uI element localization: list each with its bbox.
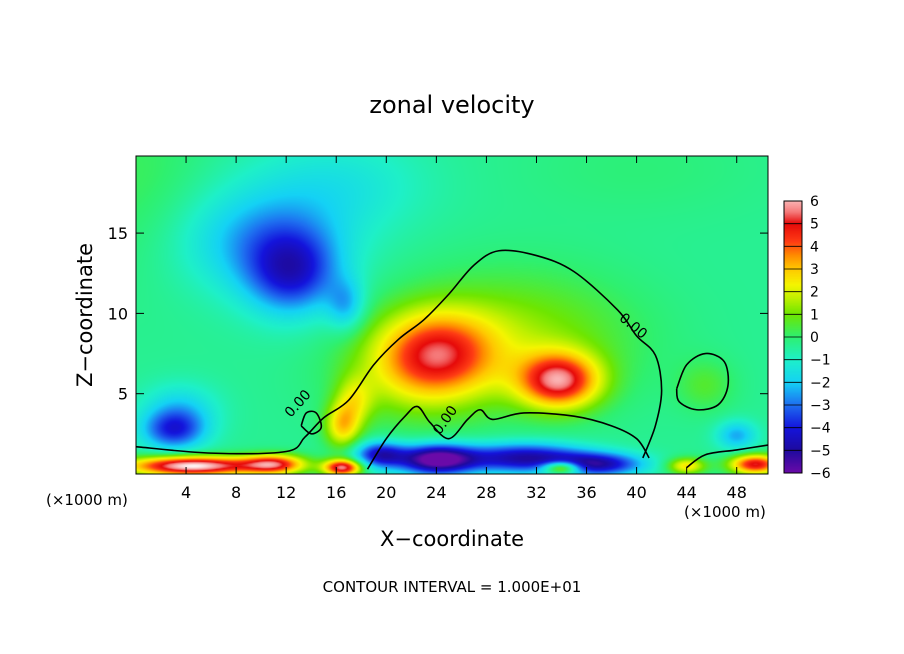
x-axis-label: X−coordinate bbox=[380, 527, 524, 551]
colorbar-ticks: 6 5 4 3 2 1 0 −1 −2 −3 −4 −5 −6 bbox=[784, 194, 831, 482]
x-units-label-right: (×1000 m) bbox=[684, 503, 766, 521]
x-tick-label: 36 bbox=[576, 483, 596, 502]
contour-line bbox=[135, 249, 663, 459]
x-axis-ticks: 4 8 12 16 20 24 28 32 36 40 44 48 bbox=[181, 156, 747, 502]
y-axis-ticks: 5 10 15 bbox=[108, 224, 768, 404]
chart-title: zonal velocity bbox=[369, 91, 534, 119]
x-tick-label: 4 bbox=[181, 483, 191, 502]
y-axis-label: Z−coordinate bbox=[73, 243, 97, 387]
colorbar-tick-label: 3 bbox=[810, 262, 819, 278]
x-units-label: (×1000 m) bbox=[46, 491, 128, 509]
colorbar-tick-label: −5 bbox=[810, 443, 831, 459]
x-tick-label: 24 bbox=[426, 483, 446, 502]
contour-line bbox=[366, 405, 650, 470]
colorbar-tick-label: −1 bbox=[810, 353, 831, 369]
plot-frame bbox=[135, 155, 769, 475]
x-tick-label: 32 bbox=[526, 483, 546, 502]
x-tick-label: 8 bbox=[231, 483, 241, 502]
x-tick-label: 16 bbox=[326, 483, 346, 502]
contour-lines bbox=[135, 249, 769, 470]
contour-interval-note: CONTOUR INTERVAL = 1.000E+01 bbox=[323, 578, 582, 596]
x-tick-label: 28 bbox=[476, 483, 496, 502]
y-tick-label: 5 bbox=[118, 385, 128, 404]
contour-line bbox=[675, 352, 730, 411]
y-tick-label: 15 bbox=[108, 224, 128, 243]
x-tick-label: 40 bbox=[626, 483, 646, 502]
colorbar-tick-label: −3 bbox=[810, 398, 831, 414]
colorbar-tick-label: −2 bbox=[810, 375, 831, 391]
colorbar-tick-label: 2 bbox=[810, 285, 819, 301]
colorbar-tick-label: 4 bbox=[810, 239, 819, 255]
colorbar-tick-label: −6 bbox=[810, 466, 831, 482]
colorbar-tick-label: 5 bbox=[810, 217, 819, 233]
contour-line bbox=[300, 410, 323, 435]
y-tick-label: 10 bbox=[108, 304, 128, 323]
x-tick-label: 12 bbox=[276, 483, 296, 502]
colorbar-tick-label: 6 bbox=[810, 194, 819, 210]
x-tick-label: 48 bbox=[727, 483, 747, 502]
x-tick-label: 44 bbox=[676, 483, 696, 502]
colorbar-tick-label: 0 bbox=[810, 330, 819, 346]
colorbar-tick-label: −4 bbox=[810, 421, 831, 437]
x-tick-label: 20 bbox=[376, 483, 396, 502]
colorbar-tick-label: 1 bbox=[810, 307, 819, 323]
heatmap-field bbox=[136, 156, 768, 474]
contour-line bbox=[686, 444, 769, 469]
